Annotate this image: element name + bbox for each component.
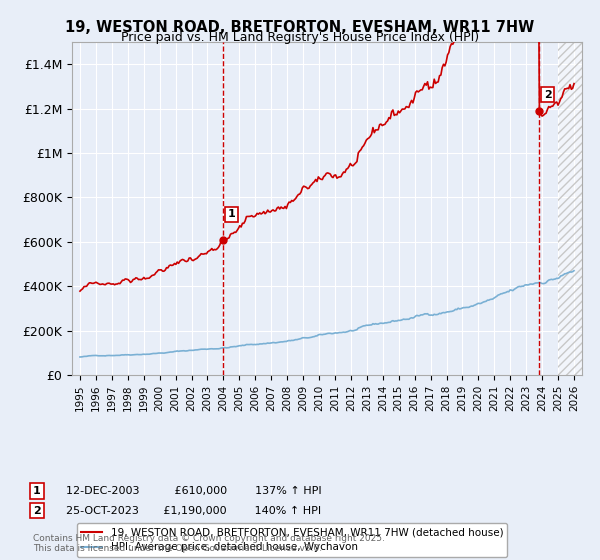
- Text: 12-DEC-2003          £610,000        137% ↑ HPI: 12-DEC-2003 £610,000 137% ↑ HPI: [66, 486, 322, 496]
- Text: 19, WESTON ROAD, BRETFORTON, EVESHAM, WR11 7HW: 19, WESTON ROAD, BRETFORTON, EVESHAM, WR…: [65, 20, 535, 35]
- Bar: [558, 42, 582, 375]
- Bar: [558, 42, 582, 375]
- Text: Price paid vs. HM Land Registry's House Price Index (HPI): Price paid vs. HM Land Registry's House …: [121, 31, 479, 44]
- Text: 1: 1: [227, 209, 235, 220]
- Text: 25-OCT-2023       £1,190,000        140% ↑ HPI: 25-OCT-2023 £1,190,000 140% ↑ HPI: [66, 506, 321, 516]
- Text: Contains HM Land Registry data © Crown copyright and database right 2025.
This d: Contains HM Land Registry data © Crown c…: [33, 534, 385, 553]
- Legend: 19, WESTON ROAD, BRETFORTON, EVESHAM, WR11 7HW (detached house), HPI: Average pr: 19, WESTON ROAD, BRETFORTON, EVESHAM, WR…: [77, 523, 508, 557]
- Text: 1: 1: [33, 486, 41, 496]
- Text: 2: 2: [544, 90, 551, 100]
- Text: 2: 2: [33, 506, 41, 516]
